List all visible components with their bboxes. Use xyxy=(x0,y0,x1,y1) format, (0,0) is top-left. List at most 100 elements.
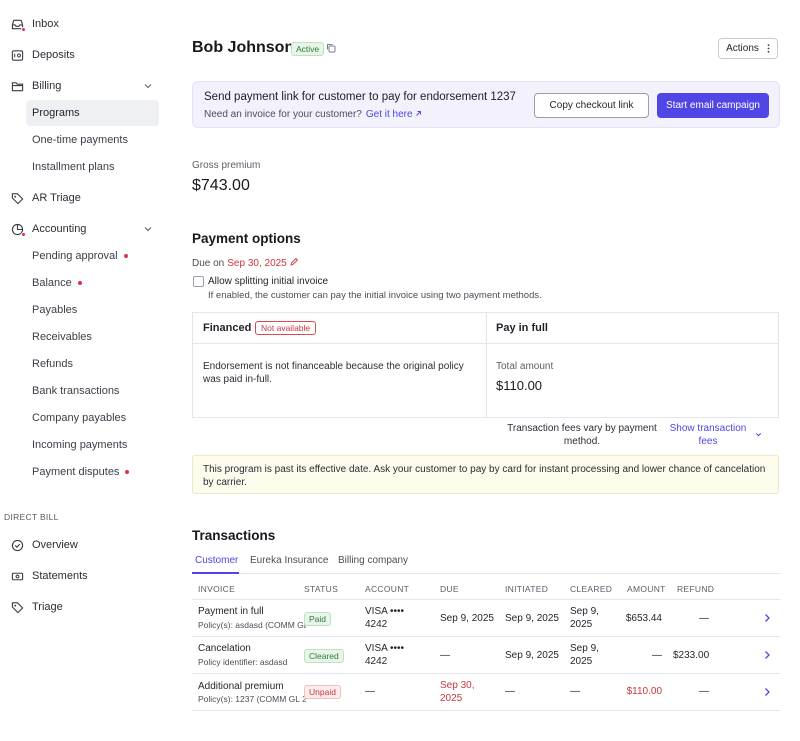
tab-eureka-insurance[interactable]: Eureka Insurance xyxy=(250,555,329,566)
status-badge: Active xyxy=(291,42,325,56)
due-date-edit[interactable]: Sep 30, 2025 xyxy=(227,257,299,269)
due-value: Sep 30, 2025 xyxy=(440,680,475,704)
sidebar-item-statements[interactable]: Statements xyxy=(10,563,160,589)
sidebar-item-label: One-time payments xyxy=(32,134,128,146)
invoice-detail: Policy identifier: asdasd xyxy=(198,657,288,667)
sidebar-item-label: Inbox xyxy=(32,18,59,30)
sidebar-item-label: Refunds xyxy=(32,358,73,370)
sidebar-item-installment-plans[interactable]: Installment plans xyxy=(26,154,159,180)
notification-dot xyxy=(125,470,130,474)
payment-options-heading: Payment options xyxy=(192,231,301,246)
chevron-down-icon[interactable] xyxy=(142,223,154,235)
sidebar-item-billing[interactable]: Billing xyxy=(10,73,160,99)
chevron-right-icon[interactable] xyxy=(763,650,771,660)
sidebar-item-label: Overview xyxy=(32,539,78,551)
not-available-badge: Not available xyxy=(255,321,317,335)
refund-value: $233.00 xyxy=(673,650,710,661)
sidebar-item-label: Pending approval xyxy=(32,250,118,262)
sidebar-item-label: Triage xyxy=(32,601,63,613)
split-invoice-checkbox[interactable] xyxy=(193,276,204,287)
copy-checkout-link-button[interactable]: Copy checkout link xyxy=(534,93,649,118)
account-value: VISA •••• 4242 xyxy=(365,606,405,630)
invoice-name: Payment in full xyxy=(198,606,264,617)
banner-subtitle-text: Need an invoice for your customer? xyxy=(204,109,362,120)
sidebar-item-ar-triage[interactable]: AR Triage xyxy=(10,185,160,211)
start-email-campaign-button[interactable]: Start email campaign xyxy=(657,93,769,118)
sidebar-item-label: Statements xyxy=(32,570,88,582)
more-vertical-icon xyxy=(767,44,770,53)
notification-dot xyxy=(123,254,128,258)
chevron-right-icon[interactable] xyxy=(763,687,771,697)
column-header-cleared: CLEARED xyxy=(570,584,613,594)
total-amount-value: $110.00 xyxy=(496,378,543,393)
invoice-detail: Policy(s): 1237 (COMM GL 2) xyxy=(198,694,306,704)
inbox-icon xyxy=(10,17,26,32)
sidebar-item-one-time-payments[interactable]: One-time payments xyxy=(26,127,159,153)
main-content: Bob Johnson Active Actions Send payment … xyxy=(192,0,780,741)
sidebar-item-balance[interactable]: Balance xyxy=(26,270,159,296)
financed-title: Financed xyxy=(203,322,252,334)
sidebar-item-payables[interactable]: Payables xyxy=(26,297,159,323)
external-link-icon xyxy=(415,111,421,116)
split-invoice-help: If enabled, the customer can pay the ini… xyxy=(208,290,542,301)
sidebar-item-label: AR Triage xyxy=(32,192,81,204)
status-badge: Unpaid xyxy=(304,685,341,699)
sidebar-item-bank-transactions[interactable]: Bank transactions xyxy=(26,378,159,404)
sidebar-item-company-payables[interactable]: Company payables xyxy=(26,405,159,431)
column-header-status: STATUS xyxy=(304,584,339,594)
tab-billing-company[interactable]: Billing company xyxy=(338,555,409,566)
column-header-account: ACCOUNT xyxy=(365,584,410,594)
status-badge: Paid xyxy=(304,612,332,626)
transactions-tabs: Customer Eureka Insurance Billing compan… xyxy=(192,553,780,574)
tag-icon xyxy=(10,600,24,614)
sidebar-item-incoming-payments[interactable]: Incoming payments xyxy=(26,432,159,458)
sidebar-item-refunds[interactable]: Refunds xyxy=(26,351,159,377)
sidebar-item-label: Programs xyxy=(32,107,80,119)
status-badge: Cleared xyxy=(304,649,344,663)
chevron-right-icon[interactable] xyxy=(763,613,771,623)
account-value: — xyxy=(365,686,375,697)
due-prefix: Due on xyxy=(192,258,225,269)
amount-value: $110.00 xyxy=(626,686,662,697)
transactions-heading: Transactions xyxy=(192,528,276,543)
copy-icon[interactable] xyxy=(326,43,336,53)
invoice-name: Cancelation xyxy=(198,643,251,654)
sidebar: Inbox Deposits Billing Programs One-time… xyxy=(0,0,170,741)
sidebar-item-label: Balance xyxy=(32,277,72,289)
get-invoice-link[interactable]: Get it here xyxy=(366,109,422,120)
invoice-name: Additional premium xyxy=(198,681,284,692)
payment-link-banner: Send payment link for customer to pay fo… xyxy=(192,81,780,128)
invoice-detail: Policy(s): asdasd (COMM GL 2), ... xyxy=(198,620,306,630)
sidebar-item-pending-approval[interactable]: Pending approval xyxy=(26,243,159,269)
sidebar-item-programs[interactable]: Programs xyxy=(26,100,159,126)
tag-icon xyxy=(10,191,24,205)
sidebar-item-triage[interactable]: Triage xyxy=(10,594,160,620)
pay-in-full-title[interactable]: Pay in full xyxy=(496,322,548,334)
sidebar-item-label: Receivables xyxy=(32,331,92,343)
sidebar-item-label: Deposits xyxy=(32,49,75,61)
sidebar-item-label: Bank transactions xyxy=(32,385,120,397)
banner-title: Send payment link for customer to pay fo… xyxy=(204,91,516,103)
sidebar-item-label: Installment plans xyxy=(32,161,115,173)
sidebar-item-deposits[interactable]: Deposits xyxy=(10,42,160,68)
tab-customer[interactable]: Customer xyxy=(195,555,239,566)
chevron-down-icon[interactable] xyxy=(754,430,763,439)
chevron-down-icon[interactable] xyxy=(142,80,154,92)
actions-button[interactable]: Actions xyxy=(718,38,778,59)
sidebar-item-accounting[interactable]: Accounting xyxy=(10,216,160,242)
column-header-amount: AMOUNT xyxy=(627,584,666,594)
account-value: VISA •••• 4242 xyxy=(365,643,405,667)
show-transaction-fees-link[interactable]: Show transaction fees xyxy=(669,423,747,447)
sidebar-item-payment-disputes[interactable]: Payment disputes xyxy=(26,459,159,485)
actions-label: Actions xyxy=(726,43,759,54)
sidebar-item-inbox[interactable]: Inbox xyxy=(10,11,160,37)
banner-subtitle: Need an invoice for your customer? Get it… xyxy=(204,109,422,120)
check-circle-icon xyxy=(10,538,24,552)
page-title: Bob Johnson xyxy=(192,39,295,56)
sidebar-item-overview[interactable]: Overview xyxy=(10,532,160,558)
active-tab-indicator xyxy=(192,572,239,574)
warning-banner: This program is past its effective date.… xyxy=(192,455,779,494)
initiated-value: Sep 9, 2025 xyxy=(505,613,559,624)
pie-chart-icon xyxy=(10,222,26,237)
sidebar-item-receivables[interactable]: Receivables xyxy=(26,324,159,350)
